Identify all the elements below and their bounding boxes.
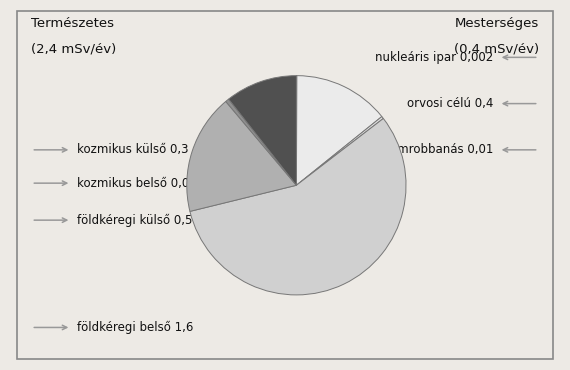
- Text: Mesterséges: Mesterséges: [454, 17, 539, 30]
- Text: nukleáris ipar 0,002: nukleáris ipar 0,002: [375, 51, 493, 64]
- Text: atomrobbanás 0,01: atomrobbanás 0,01: [378, 143, 493, 157]
- Wedge shape: [229, 75, 296, 185]
- Text: földkéregi belső 1,6: földkéregi belső 1,6: [77, 321, 193, 334]
- Text: (0,4 mSv/év): (0,4 mSv/év): [454, 43, 539, 56]
- Text: Természetes: Természetes: [31, 17, 115, 30]
- Text: földkéregi külső 0,5: földkéregi külső 0,5: [77, 213, 192, 227]
- Wedge shape: [296, 117, 384, 185]
- Wedge shape: [296, 75, 382, 185]
- Wedge shape: [190, 118, 406, 295]
- Text: orvosi célú 0,4: orvosi célú 0,4: [406, 97, 493, 110]
- Text: (2,4 mSv/év): (2,4 mSv/év): [31, 43, 117, 56]
- Text: kozmikus belső 0,015: kozmikus belső 0,015: [77, 176, 204, 190]
- Wedge shape: [187, 101, 296, 211]
- Text: kozmikus külső 0,3: kozmikus külső 0,3: [77, 143, 189, 157]
- Wedge shape: [226, 99, 296, 185]
